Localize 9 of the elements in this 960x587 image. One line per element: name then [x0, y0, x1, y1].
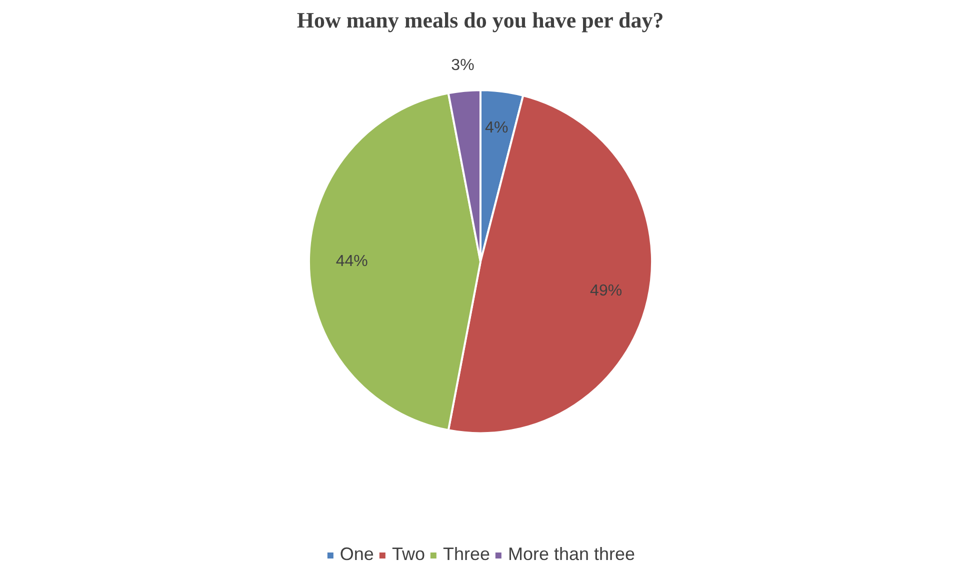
chart-title: How many meals do you have per day? [296, 8, 664, 32]
legend-label: Two [392, 544, 425, 565]
data-label: 44% [336, 253, 368, 270]
legend-label: One [340, 544, 374, 565]
data-label: 3% [451, 56, 474, 74]
legend-label: More than three [508, 544, 636, 565]
data-label: 49% [590, 282, 622, 300]
data-label: 4% [485, 120, 508, 137]
legend-label: Three [442, 544, 490, 565]
